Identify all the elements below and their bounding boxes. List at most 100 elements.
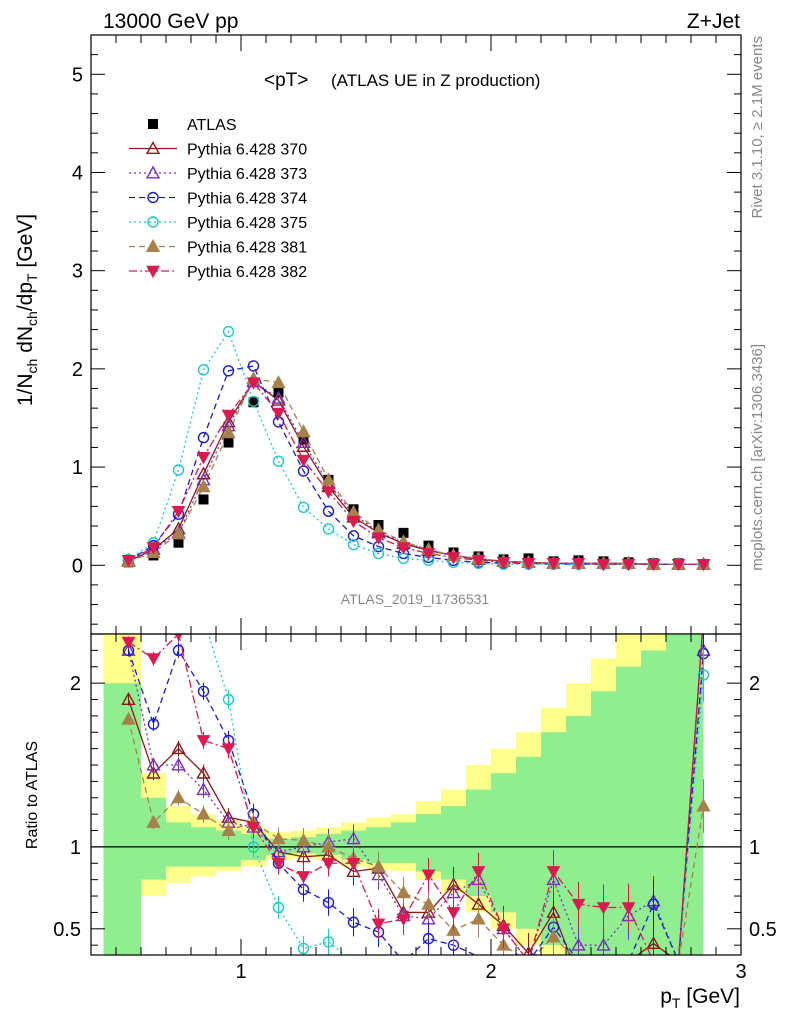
point-p370 <box>196 466 211 480</box>
ratio-point-p375 <box>272 901 285 914</box>
main-y-tick-label: 2 <box>72 359 83 381</box>
main-panel: 0 1 2 3 4 5 ATLAS Pythia 6.428 370 Pythia 6.428 … <box>72 34 742 635</box>
point-p374 <box>197 431 210 444</box>
point-p382 <box>446 552 461 565</box>
main-y-tick-label: 0 <box>72 555 83 577</box>
ratio-point-p381 <box>146 814 161 828</box>
point-p382 <box>396 542 411 555</box>
point-p375 <box>247 395 260 407</box>
ratio-point-p374 <box>197 685 210 698</box>
legend-entry-p374: Pythia 6.428 374 <box>129 191 307 208</box>
point-data <box>223 437 234 448</box>
x-axis-title: pT [GeV] <box>660 985 740 1011</box>
legend-marker <box>146 265 160 279</box>
legend-entry-p375: Pythia 6.428 375 <box>129 215 307 232</box>
series-line-p374 <box>128 365 704 565</box>
uncertainty-band-inner <box>103 683 116 955</box>
ratio-point-p381 <box>546 929 561 943</box>
uncertainty-band-inner <box>391 822 416 864</box>
point-p382 <box>546 557 561 571</box>
point-p375 <box>347 538 360 551</box>
point-p374 <box>222 365 235 377</box>
analysis-id: ATLAS_2019_I1736531 <box>341 591 490 607</box>
legend-marker <box>147 216 159 228</box>
point-p375 <box>172 464 185 476</box>
ratio-point-p374 <box>422 932 435 945</box>
ratio-point-p381 <box>196 806 211 820</box>
ratio-point-p370 <box>146 765 161 779</box>
legend-marker <box>145 141 161 155</box>
point-p382 <box>421 548 436 561</box>
point-p382 <box>146 542 161 555</box>
uncertainty-band-inner <box>141 797 166 880</box>
point-p382 <box>496 557 511 570</box>
uncertainty-band-inner <box>116 683 141 955</box>
ratio-point-p382 <box>571 898 586 912</box>
ratio-point-p373 <box>196 782 211 796</box>
ratio-point-p381 <box>421 896 436 910</box>
ratio-point-p381 <box>396 885 411 899</box>
ratio-line-p370 <box>127 634 703 955</box>
x-tick-label: 3 <box>735 961 746 983</box>
ratio-y-tick-label-left: 1 <box>70 837 81 859</box>
ratio-point-p381 <box>271 831 286 845</box>
ratio-point-p373 <box>596 937 611 951</box>
ratio-point-p373 <box>571 937 586 951</box>
legend-entry-data: ATLAS <box>148 117 237 134</box>
series-line-p375 <box>128 330 704 565</box>
ratio-point-p375 <box>247 841 260 853</box>
ratio-line-p373 <box>127 650 705 955</box>
ratio-point-p370 <box>646 936 661 950</box>
ratio-point-p375 <box>297 942 310 955</box>
point-p381 <box>171 526 186 540</box>
ratio-point-p381 <box>121 711 136 725</box>
point-p373 <box>271 390 286 404</box>
ratio-point-p375 <box>222 693 235 706</box>
legend-entry-p381: Pythia 6.428 381 <box>129 239 307 257</box>
point-p374 <box>247 360 260 372</box>
ratio-point-p370 <box>296 849 311 863</box>
legend-marker <box>147 191 159 204</box>
ratio-point-p374 <box>647 898 660 910</box>
ratio-point-p374 <box>347 916 360 928</box>
ratio-panel: 0.5 0.5 1 1 2 2 1 2 3 <box>53 633 777 983</box>
ratio-point-p382 <box>221 743 236 756</box>
plot-title-sub: (ATLAS UE in Z production) <box>331 71 540 90</box>
legend-label: Pythia 6.428 370 <box>187 142 307 159</box>
legend-label: Pythia 6.428 374 <box>187 191 307 208</box>
point-p382 <box>471 555 486 568</box>
point-p381 <box>196 479 211 493</box>
ratio-point-p373 <box>171 757 186 771</box>
point-p375 <box>197 364 210 376</box>
ratio-point-p382 <box>546 866 561 879</box>
ratio-y-tick-label-left: 0.5 <box>53 919 81 941</box>
uncertainty-band-inner <box>516 756 541 929</box>
point-p375 <box>272 455 285 467</box>
ratio-point-p370 <box>121 692 136 706</box>
point-data <box>198 494 209 505</box>
main-y-axis-title: 1/Nch dNch/dpT [GeV] <box>14 214 40 406</box>
process-label: Z+Jet <box>687 10 740 33</box>
point-p375 <box>322 523 335 535</box>
ratio-point-p382 <box>196 735 211 748</box>
legend-label: Pythia 6.428 382 <box>187 264 307 281</box>
main-y-tick-label: 5 <box>72 64 83 86</box>
legend-label: Pythia 6.428 373 <box>187 166 307 183</box>
mcplots-label: mcplots.cern.ch [arXiv:1306.3436] <box>749 344 766 571</box>
point-p382 <box>196 451 211 465</box>
ratio-line-p381 <box>127 719 705 955</box>
plot-title-main: <pT> <box>264 70 308 91</box>
ratio-point-p382 <box>421 869 436 882</box>
ratio-point-p370 <box>196 765 211 779</box>
point-p374 <box>347 530 360 542</box>
point-p382 <box>296 454 311 468</box>
ratio-point-p373 <box>346 831 361 845</box>
ratio-point-p382 <box>121 636 136 650</box>
ratio-point-p382 <box>446 907 461 920</box>
point-p374 <box>322 505 335 517</box>
ratio-line-p375 <box>207 634 705 955</box>
ratio-point-p381 <box>221 823 236 837</box>
energy-label: 13000 GeV pp <box>103 10 238 33</box>
ratio-point-p382 <box>321 857 336 871</box>
